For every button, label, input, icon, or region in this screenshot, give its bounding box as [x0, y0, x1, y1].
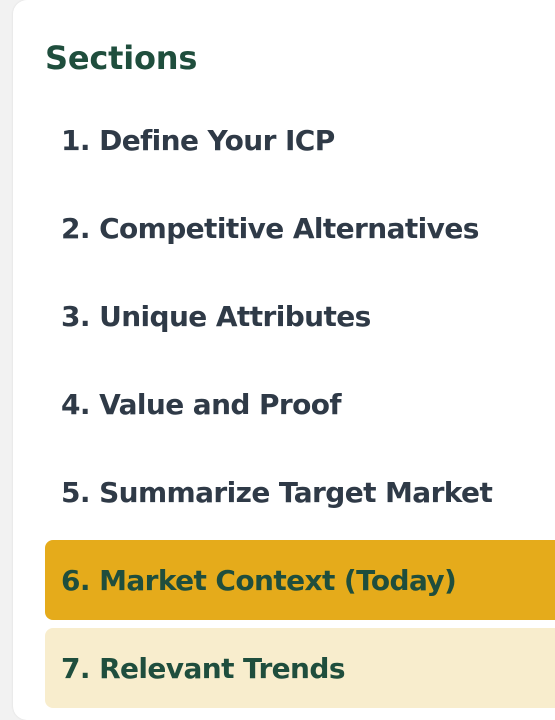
section-item-label: 5. Summarize Target Market [61, 475, 493, 509]
section-item-label: 2. Competitive Alternatives [61, 211, 479, 245]
section-item-label: 7. Relevant Trends [61, 651, 345, 685]
section-item-label: 3. Unique Attributes [61, 299, 371, 333]
section-item-market-context[interactable]: 6. Market Context (Today) [45, 540, 555, 620]
section-item-summarize-target-market[interactable]: 5. Summarize Target Market [45, 452, 555, 532]
section-item-label: 1. Define Your ICP [61, 123, 335, 157]
section-item-value-proof[interactable]: 4. Value and Proof [45, 364, 555, 444]
section-item-competitive-alternatives[interactable]: 2. Competitive Alternatives [45, 188, 555, 268]
sections-title: Sections [45, 39, 198, 77]
section-item-unique-attributes[interactable]: 3. Unique Attributes [45, 276, 555, 356]
section-item-label: 6. Market Context (Today) [61, 563, 457, 597]
section-item-label: 4. Value and Proof [61, 387, 342, 421]
sections-panel: Sections 1. Define Your ICP 2. Competiti… [13, 0, 555, 720]
sections-nav: 1. Define Your ICP 2. Competitive Altern… [45, 100, 555, 716]
section-item-define-icp[interactable]: 1. Define Your ICP [45, 100, 555, 180]
section-item-relevant-trends[interactable]: 7. Relevant Trends [45, 628, 555, 708]
